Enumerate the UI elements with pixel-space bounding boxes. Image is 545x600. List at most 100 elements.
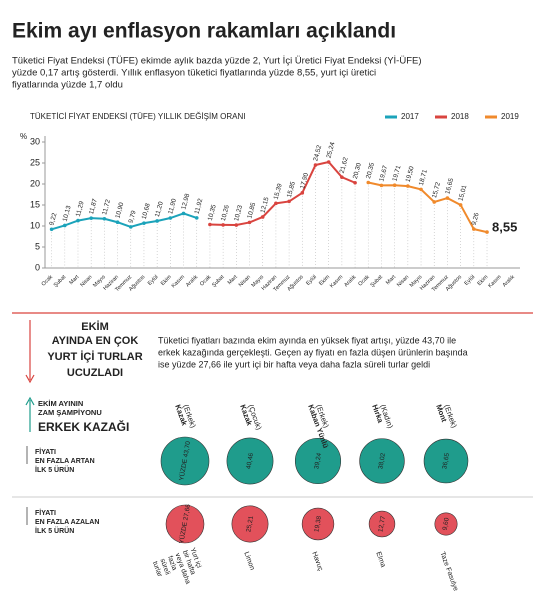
value-label: 12,98	[180, 193, 191, 211]
point	[287, 199, 291, 204]
point	[485, 230, 489, 234]
x-tick-label: Eylül	[305, 274, 318, 287]
arrow-head	[25, 374, 35, 384]
value-label: 15,85	[286, 180, 297, 198]
bubble-label: 40,46	[245, 452, 255, 470]
x-tick-label: Aralık	[343, 274, 357, 288]
x-tick-label: Ocak	[199, 274, 212, 287]
value-label: 19,50	[405, 165, 416, 183]
point	[181, 211, 186, 216]
y-unit: %	[20, 132, 27, 141]
champion-label: EKİM AYININ	[38, 399, 83, 408]
point	[419, 187, 423, 192]
bubble	[423, 438, 469, 484]
point	[208, 222, 212, 227]
champion-label: ZAM ŞAMPİYONU	[38, 408, 102, 417]
series-line	[51, 212, 198, 231]
row-label: FİYATI	[35, 509, 56, 517]
point	[274, 201, 278, 206]
point	[194, 216, 199, 220]
point	[234, 223, 239, 227]
point	[168, 216, 173, 220]
point	[379, 183, 384, 188]
y-tick-label: 30	[30, 136, 40, 146]
value-label: 9,26	[471, 212, 481, 226]
value-label: 10,85	[246, 201, 257, 219]
point	[76, 218, 80, 223]
item-name: Taze Fasulye	[438, 551, 459, 592]
value-label: 16,65	[444, 177, 455, 195]
bubble	[434, 512, 458, 536]
value-label: 12,15	[260, 196, 271, 214]
subtitle-line: fiyatlarında yüzde 1,7 oldu	[12, 80, 123, 91]
value-label: 10,35	[207, 204, 218, 222]
value-label: 10,23	[233, 204, 244, 222]
row-label: İLK 5 ÜRÜN	[35, 465, 74, 474]
bubble-label: 9,60	[442, 517, 451, 531]
value-label: 18,71	[418, 168, 429, 186]
bubble-label: 25,21	[245, 515, 255, 533]
value-label: 9,79	[128, 209, 138, 223]
value-label: 15,01	[457, 184, 468, 202]
value-label: 19,67	[378, 164, 389, 182]
bubble	[301, 507, 335, 541]
point	[155, 219, 159, 223]
bubble	[359, 438, 405, 484]
value-label: 10,26	[220, 204, 231, 222]
bubble	[231, 505, 269, 543]
subtitle-line: yüzde 0,17 artış gösterdi. Yıllık enflas…	[12, 68, 376, 79]
value-label: 10,90	[114, 201, 125, 219]
row-label: İLK 5 ÜRÜN	[35, 526, 74, 535]
x-tick-label: Nisan	[238, 274, 252, 288]
value-label: 11,72	[101, 198, 112, 215]
bubble-label: 38,02	[377, 452, 387, 470]
item-name: Havuç	[310, 551, 324, 573]
point	[340, 175, 344, 179]
value-label: 15,39	[273, 182, 284, 200]
point	[115, 220, 120, 225]
y-tick-label: 15	[30, 199, 40, 209]
x-tick-label: Eylül	[464, 274, 477, 287]
point	[392, 183, 397, 188]
y-tick-label: 25	[30, 157, 40, 167]
bubble	[226, 437, 274, 485]
y-tick-label: 20	[30, 178, 40, 188]
bubble-label: 36,65	[441, 452, 451, 470]
bubble	[165, 504, 205, 544]
x-tick-label: Şubat	[369, 274, 384, 289]
legend-label: 2019	[501, 112, 519, 121]
value-label: 25,24	[326, 141, 337, 159]
row-label: FİYATI	[35, 448, 56, 456]
headline: YURT İÇİ TURLAR	[47, 350, 142, 363]
value-label: 19,71	[391, 164, 402, 182]
x-tick-label: Ocak	[357, 274, 370, 287]
champion: ERKEK KAZAĞI	[38, 419, 129, 434]
x-tick-label: Ocak	[41, 274, 54, 287]
point	[62, 223, 67, 228]
point	[432, 200, 437, 204]
point	[142, 221, 146, 225]
subtitle-line: Tüketici Fiyat Endeksi (TÜFE) ekimde ayl…	[12, 56, 422, 67]
bubble-label: 12,77	[377, 515, 387, 533]
row-label: EN FAZLA ARTAN	[35, 458, 95, 465]
value-label: 20,30	[352, 162, 363, 180]
value-label: 11,20	[154, 200, 165, 217]
point	[313, 163, 318, 167]
item-name: Limon	[242, 551, 255, 571]
point	[353, 180, 357, 185]
point	[445, 196, 450, 200]
x-tick-label: Nisan	[79, 274, 93, 288]
value-label: 11,90	[167, 198, 178, 215]
bubble-label: 39,24	[313, 452, 323, 470]
point	[406, 184, 410, 188]
legend-label: 2018	[451, 112, 469, 121]
y-tick-label: 5	[35, 241, 40, 251]
row-label: EN FAZLA AZALAN	[35, 519, 99, 526]
value-label: 11,87	[88, 198, 99, 215]
arrow-head	[25, 396, 35, 406]
item-name: Yurt içibir haftaveya dahafazlasürelitur…	[151, 547, 206, 594]
point	[102, 216, 107, 221]
value-label: 10,13	[62, 205, 73, 223]
title: Ekim ayı enflasyon rakamları açıklandı	[12, 20, 396, 43]
